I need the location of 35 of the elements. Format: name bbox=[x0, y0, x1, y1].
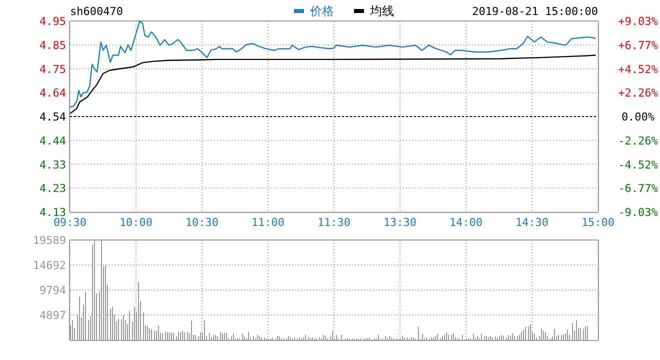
y2-tick-label: 0.00% bbox=[621, 110, 655, 124]
y-tick-label: 4.13 bbox=[40, 206, 66, 219]
text: 2019-08-21 15:00:00 bbox=[472, 5, 598, 18]
x-tick-label: 09:30 bbox=[53, 216, 87, 229]
y2-tick-label: -9.03% bbox=[618, 206, 658, 219]
text: sh600470 bbox=[70, 5, 123, 18]
y2-tick-label: -4.52% bbox=[618, 158, 658, 172]
y2-tick-label: +2.26% bbox=[618, 86, 658, 100]
x-tick-label: 10:30 bbox=[185, 216, 219, 229]
y2-tick-label: +9.03% bbox=[618, 15, 658, 28]
y-tick-label: 4.33 bbox=[40, 158, 66, 172]
y-tick-label: 4.44 bbox=[40, 134, 66, 148]
y-tick-label: 4.75 bbox=[40, 62, 66, 76]
y-tick-label: 4897 bbox=[40, 309, 66, 322]
y2-tick-label: -6.77% bbox=[618, 182, 658, 196]
x-tick-label: 11:30 bbox=[317, 216, 351, 229]
y-tick-label: 4.64 bbox=[40, 86, 66, 100]
y2-tick-label: +4.52% bbox=[618, 62, 658, 76]
y-tick-label: 9794 bbox=[40, 284, 66, 298]
x-tick-label: 14:30 bbox=[515, 216, 549, 229]
legend-label: 价格 bbox=[309, 4, 334, 18]
y2-tick-label: -2.26% bbox=[618, 134, 658, 148]
x-tick-label: 11:00 bbox=[251, 216, 285, 229]
y-tick-label: 4.85 bbox=[40, 38, 66, 52]
x-tick-label: 10:00 bbox=[119, 216, 153, 229]
y-tick-label: 19589 bbox=[32, 234, 66, 247]
y-tick-label: 4.54 bbox=[40, 110, 66, 124]
x-tick-label: 13:30 bbox=[383, 216, 417, 229]
y-tick-label: 4.95 bbox=[40, 15, 66, 28]
legend-label: 均线 bbox=[369, 4, 394, 18]
y-tick-label: 4.23 bbox=[40, 182, 66, 196]
y-tick-label: 14692 bbox=[32, 259, 66, 272]
x-tick-label: 14:00 bbox=[449, 216, 483, 229]
x-tick-label: 15:00 bbox=[581, 216, 615, 229]
y2-tick-label: +6.77% bbox=[618, 38, 658, 52]
